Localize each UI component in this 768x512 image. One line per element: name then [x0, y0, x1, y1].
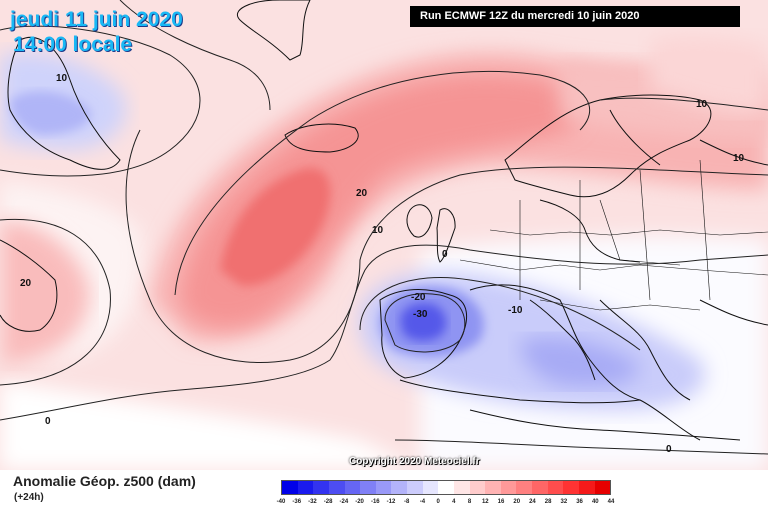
legend-swatch	[516, 481, 532, 494]
legend-label: 8	[467, 499, 472, 505]
contour-label: 20	[20, 278, 32, 289]
legend-swatch	[422, 481, 439, 494]
forecast-step: (+24h)	[14, 492, 44, 503]
contour-label: -10	[508, 305, 523, 316]
contour-label: 0	[45, 416, 51, 427]
legend-swatch	[485, 481, 501, 494]
contour-label: -30	[413, 309, 428, 320]
chart-title: Anomalie Géop. z500 (dam)	[13, 473, 196, 489]
legend-labels: -40 -36 -32 -28 -24 -20 -16 -12 -8 -4 0 4 8 12 16 20 24 2…	[277, 499, 615, 509]
legend-label: -20	[355, 499, 364, 505]
legend-label: -28	[323, 499, 333, 505]
legend-label: -4	[419, 499, 426, 505]
legend-label: 40	[591, 499, 599, 505]
legend-swatch	[328, 481, 345, 494]
forecast-time: 14:00 locale	[13, 33, 133, 56]
legend-swatch	[500, 481, 517, 494]
legend-swatch	[563, 481, 579, 494]
contour-label: -20	[411, 292, 426, 303]
legend-swatch	[407, 481, 423, 494]
legend-label: 24	[529, 499, 536, 505]
legend-swatch	[375, 481, 392, 494]
contour-label: 10	[372, 225, 384, 236]
contour-label: 10	[733, 153, 745, 164]
legend-label: -36	[292, 499, 302, 505]
legend-label: 28	[544, 499, 552, 505]
legend-swatch	[594, 481, 611, 494]
contour-label: 20	[356, 188, 368, 199]
legend-swatch	[547, 481, 564, 494]
legend-label: -32	[308, 499, 317, 505]
color-legend	[281, 480, 611, 495]
legend-swatch	[344, 481, 361, 494]
contour-label: 10	[696, 99, 708, 110]
map-area: 10 20 10 10 0 0 -20 -30 -10 0 10 20	[0, 0, 768, 470]
copyright-text: Copyright 2020 Meteociel.fr	[349, 456, 480, 467]
legend-swatch	[469, 481, 486, 494]
legend-label: 0	[436, 499, 440, 505]
legend-label: -12	[386, 499, 396, 505]
anomaly-map: 10 20 10 10 0 0 -20 -30 -10 0 10 20	[0, 0, 768, 470]
legend-label: 4	[452, 499, 456, 505]
legend-label: -16	[370, 499, 380, 505]
legend-swatch	[532, 481, 548, 494]
contour-label: 10	[56, 73, 68, 84]
legend-swatch	[453, 481, 470, 494]
legend-label: 16	[497, 499, 505, 505]
contour-label: 0	[666, 444, 672, 455]
legend-label: -24	[339, 499, 349, 505]
legend-swatch	[391, 481, 407, 494]
legend-swatch	[578, 481, 595, 494]
legend-label: 12	[481, 499, 489, 505]
legend-label: 32	[560, 499, 568, 505]
legend-label: -40	[276, 499, 286, 505]
legend-label: 20	[513, 499, 521, 505]
legend-swatch	[360, 481, 376, 494]
forecast-date: jeudi 11 juin 2020	[10, 8, 183, 31]
legend-label: 44	[607, 499, 615, 505]
legend-swatch	[313, 481, 329, 494]
legend-label: -8	[404, 499, 410, 505]
legend-swatch	[438, 481, 454, 494]
legend-label: 36	[576, 499, 583, 505]
contour-label: 0	[442, 249, 448, 260]
legend-swatch	[297, 481, 314, 494]
legend-swatch	[282, 481, 298, 494]
run-banner: Run ECMWF 12Z du mercredi 10 juin 2020	[410, 6, 740, 27]
footer: Anomalie Géop. z500 (dam) (+24h) -40 -36-…	[0, 470, 768, 512]
